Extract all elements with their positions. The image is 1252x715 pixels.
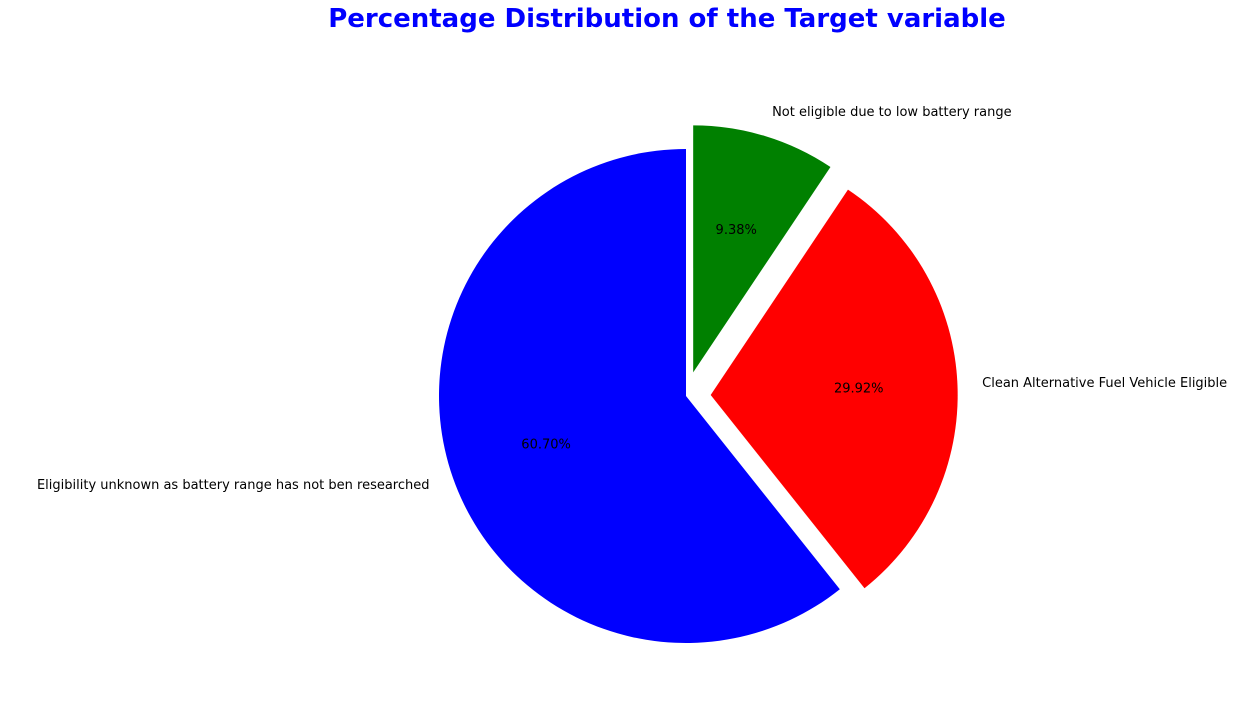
pie-pct-label-1: 29.92% <box>834 381 884 396</box>
pie-slice-1 <box>710 189 958 589</box>
chart-title: Percentage Distribution of the Target va… <box>328 4 1006 34</box>
pie-category-label-1: Clean Alternative Fuel Vehicle Eligible <box>982 376 1227 391</box>
pie-slice-2 <box>693 125 831 373</box>
pie-wedges <box>439 125 958 643</box>
pie-category-label-2: Not eligible due to low battery range <box>772 105 1012 120</box>
pie-pct-label-0: 60.70% <box>521 437 571 452</box>
pie-pct-label-2: 9.38% <box>716 223 757 238</box>
pie-slice-0 <box>439 149 840 643</box>
pie-labels: 60.70% Eligibility unknown as battery ran… <box>37 105 1227 493</box>
pie-category-label-0: Eligibility unknown as battery range has… <box>37 478 430 493</box>
